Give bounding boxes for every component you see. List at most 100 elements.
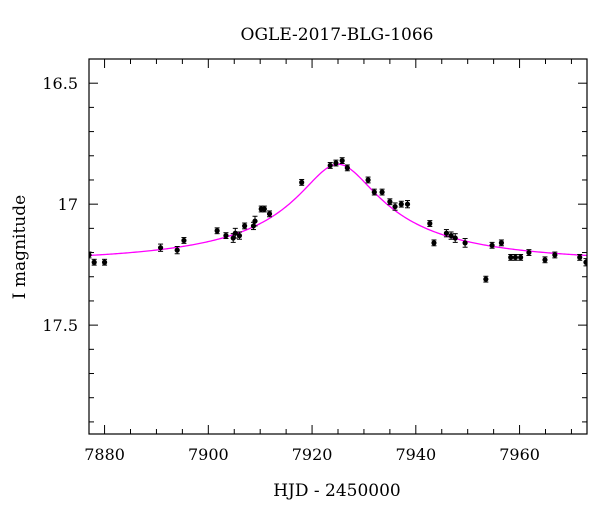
y-tick-label: 17.5 bbox=[42, 316, 78, 335]
data-point-marker bbox=[261, 206, 267, 212]
data-point bbox=[427, 220, 433, 227]
data-point bbox=[448, 231, 454, 240]
data-point-marker bbox=[236, 233, 243, 239]
data-point bbox=[542, 256, 548, 264]
data-point bbox=[583, 258, 587, 267]
data-point bbox=[443, 229, 450, 238]
tick-labels: 7880 7900 7920 7940 7960 16.5 17 17.5 bbox=[42, 74, 540, 464]
data-point-marker bbox=[299, 179, 305, 185]
data-point bbox=[512, 253, 519, 261]
data-point bbox=[214, 227, 220, 235]
data-point-marker bbox=[512, 254, 519, 260]
data-point bbox=[365, 176, 371, 184]
data-point-marker bbox=[431, 240, 437, 246]
x-tick-label: 7920 bbox=[292, 445, 333, 464]
data-point bbox=[452, 233, 458, 243]
data-point bbox=[462, 238, 468, 248]
data-point bbox=[181, 237, 187, 244]
data-point bbox=[223, 232, 229, 240]
data-point bbox=[379, 188, 385, 196]
data-point-marker bbox=[526, 249, 532, 256]
data-point-marker bbox=[452, 235, 458, 241]
data-point-marker bbox=[518, 254, 524, 260]
data-point bbox=[174, 246, 180, 255]
data-point bbox=[261, 205, 267, 213]
data-point bbox=[344, 164, 350, 172]
data-point-marker bbox=[498, 240, 505, 246]
data-point bbox=[392, 202, 398, 211]
data-point-marker bbox=[333, 160, 339, 166]
data-point-marker bbox=[404, 201, 411, 207]
x-tick-label: 7900 bbox=[188, 445, 229, 464]
data-point bbox=[236, 231, 243, 240]
data-point bbox=[489, 241, 495, 249]
plot-frame bbox=[88, 58, 588, 435]
data-point bbox=[89, 251, 92, 259]
data-point-marker bbox=[443, 230, 450, 236]
data-point-marker bbox=[489, 242, 495, 248]
data-point bbox=[299, 178, 305, 186]
data-point-marker bbox=[379, 189, 385, 195]
data-point-marker bbox=[266, 211, 273, 217]
data-point bbox=[404, 200, 411, 209]
model-curve bbox=[89, 163, 587, 257]
data-point bbox=[232, 227, 238, 239]
data-point-marker bbox=[392, 203, 398, 210]
data-point bbox=[398, 200, 404, 208]
data-point bbox=[252, 215, 258, 227]
data-point-marker bbox=[427, 220, 433, 227]
data-point-marker bbox=[101, 259, 108, 265]
data-point bbox=[101, 258, 108, 266]
data-point-marker bbox=[583, 259, 587, 265]
data-point-marker bbox=[339, 158, 345, 164]
data-point-marker bbox=[327, 162, 333, 169]
data-point-marker bbox=[552, 252, 558, 258]
x-tick-label: 7880 bbox=[84, 445, 125, 464]
data-point-marker bbox=[344, 165, 350, 171]
data-point bbox=[577, 253, 583, 261]
data-point bbox=[91, 258, 97, 266]
data-point-marker bbox=[448, 233, 454, 239]
data-point-marker bbox=[483, 276, 489, 282]
data-point-marker bbox=[371, 189, 377, 195]
data-point-marker bbox=[387, 199, 393, 205]
data-point bbox=[483, 275, 489, 283]
data-point bbox=[518, 253, 524, 261]
data-point-marker bbox=[223, 233, 229, 239]
data-points-layer bbox=[89, 157, 587, 283]
data-point bbox=[552, 251, 558, 259]
model-curve-layer bbox=[89, 163, 587, 257]
data-point-marker bbox=[577, 254, 583, 260]
data-point bbox=[327, 162, 333, 169]
data-point bbox=[526, 249, 532, 256]
data-point-marker bbox=[462, 240, 468, 246]
y-axis-title: I magnitude bbox=[10, 195, 30, 299]
data-point-marker bbox=[214, 228, 220, 234]
data-point bbox=[498, 239, 505, 247]
data-point bbox=[266, 210, 273, 218]
data-point-marker bbox=[252, 218, 258, 224]
axis-ticks bbox=[89, 58, 587, 434]
data-point bbox=[371, 188, 377, 196]
data-point bbox=[431, 239, 437, 247]
data-point bbox=[333, 159, 339, 167]
chart-title: OGLE-2017-BLG-1066 bbox=[241, 25, 434, 45]
data-point-marker bbox=[242, 223, 248, 229]
x-tick-label: 7940 bbox=[395, 445, 436, 464]
data-point-marker bbox=[181, 237, 187, 244]
data-point bbox=[387, 198, 393, 206]
data-point bbox=[339, 157, 345, 165]
y-tick-label: 16.5 bbox=[42, 74, 78, 93]
data-point-marker bbox=[508, 254, 514, 260]
data-point-marker bbox=[157, 245, 164, 251]
data-point-marker bbox=[91, 259, 97, 265]
data-point bbox=[242, 222, 248, 230]
x-axis-title: HJD - 2450000 bbox=[273, 481, 401, 501]
data-point bbox=[508, 253, 514, 261]
data-point-marker bbox=[398, 201, 404, 207]
data-point-marker bbox=[365, 177, 371, 183]
data-point-marker bbox=[542, 257, 548, 263]
y-tick-label: 17 bbox=[58, 195, 78, 214]
data-point-marker bbox=[232, 230, 238, 236]
